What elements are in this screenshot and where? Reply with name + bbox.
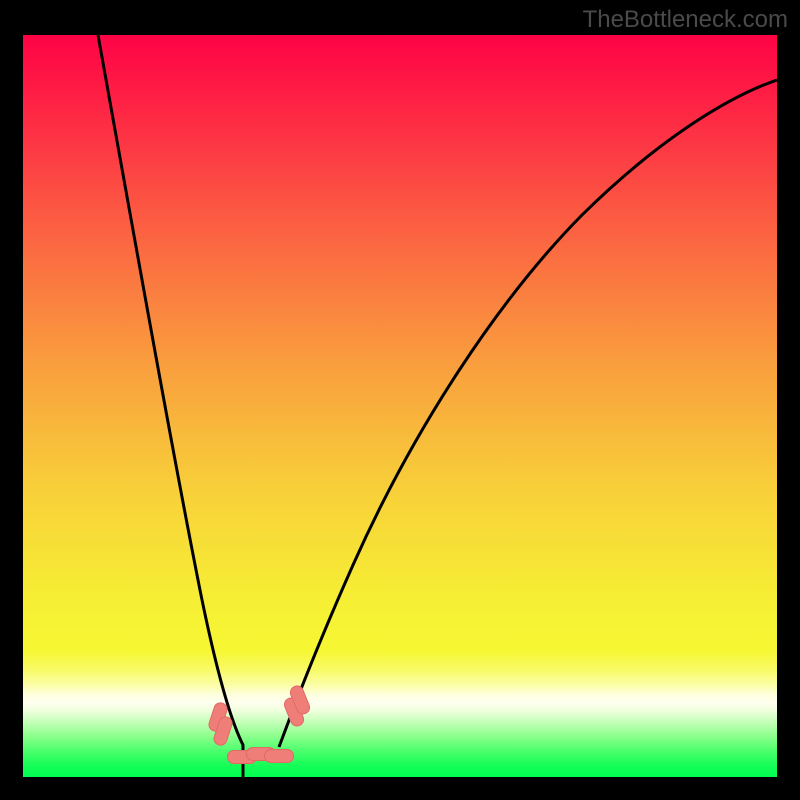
- watermark: TheBottleneck.com: [583, 6, 788, 34]
- plot-area: [23, 35, 777, 777]
- gradient-background: [23, 35, 777, 777]
- chart-root: TheBottleneck.com: [0, 0, 800, 800]
- data-marker: [264, 749, 294, 763]
